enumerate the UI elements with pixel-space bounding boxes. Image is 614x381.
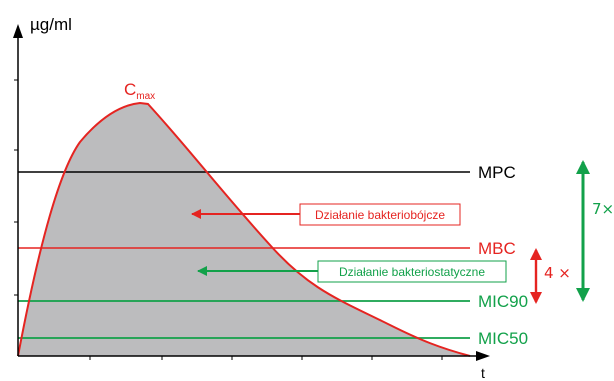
bacteriostatic-box: [317, 260, 507, 283]
concentration-area: [18, 103, 470, 356]
bactericidal-box: [299, 203, 461, 226]
concentration-curve: [17, 101, 471, 357]
threshold-label-mic90: MIC90: [478, 292, 528, 311]
peak-label: Cmax: [124, 80, 155, 102]
threshold-label-mbc: MBC: [478, 239, 516, 258]
y-axis-arrow-icon: [13, 24, 23, 38]
bacteriostatic-label: Działanie bakteriostatyczne: [339, 265, 485, 279]
peak-label-sub: max: [136, 91, 155, 102]
threshold-label-mic50: MIC50: [478, 329, 528, 348]
ratio-4x-label: 4 ×: [544, 264, 571, 282]
y-axis-label: µg/ml: [30, 15, 72, 34]
x-axis-arrow-icon: [476, 351, 490, 361]
x-axis-ticks: [89, 356, 443, 360]
x-axis-label: t: [481, 365, 485, 381]
ratio-7x-label: 7×: [592, 200, 614, 218]
bactericidal-label: Działanie bakteriobójcze: [315, 208, 445, 222]
y-axis-ticks: [14, 79, 18, 296]
threshold-label-mpc: MPC: [478, 163, 516, 182]
peak-label-base: C: [124, 80, 136, 99]
